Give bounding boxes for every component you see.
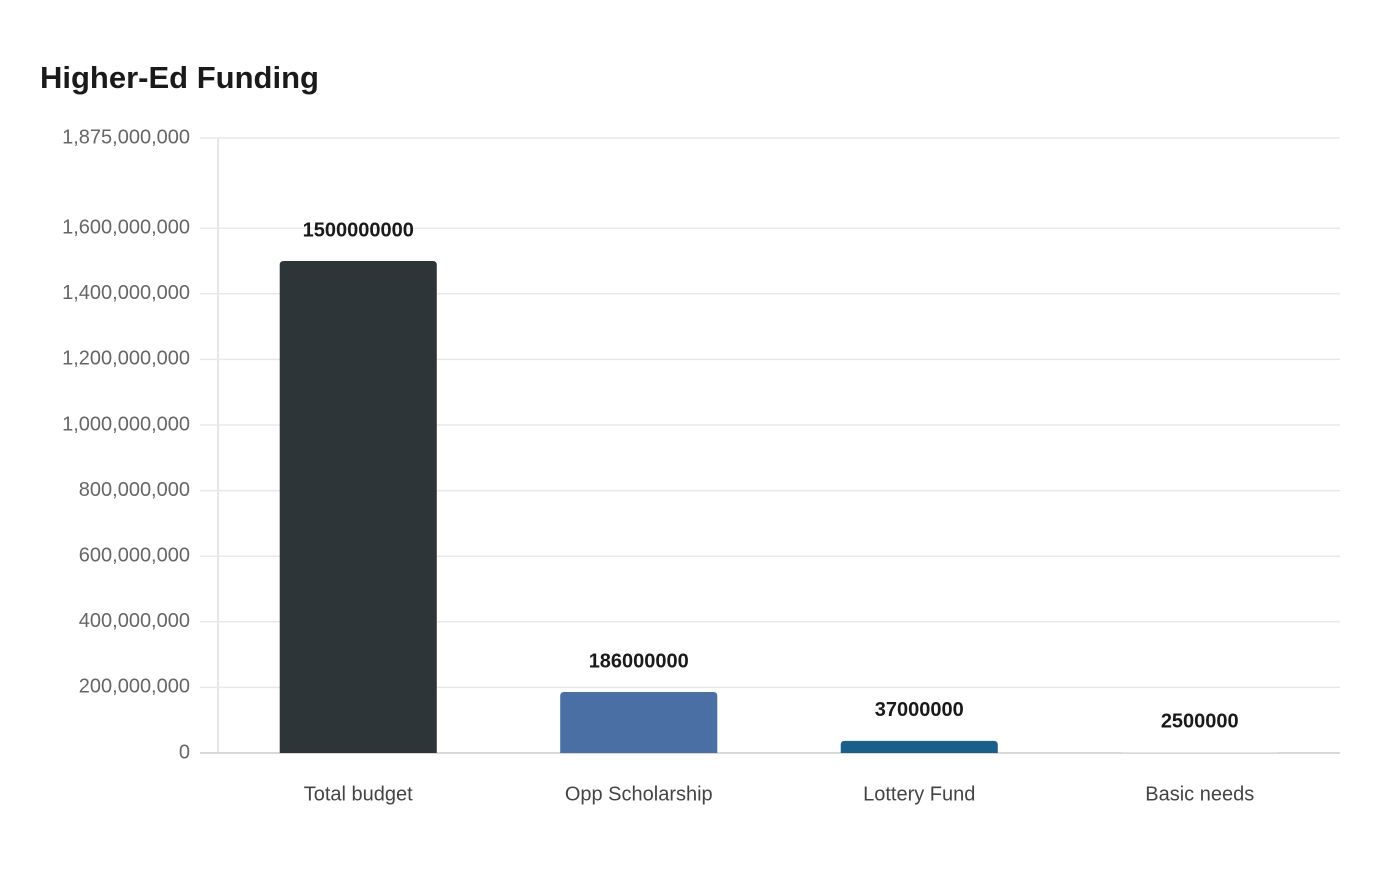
- y-tick-label: 600,000,000: [79, 544, 190, 566]
- y-tick-label: 200,000,000: [79, 676, 190, 698]
- y-tick-label: 800,000,000: [79, 479, 190, 501]
- bar: [560, 691, 718, 753]
- bar: [840, 740, 998, 753]
- y-tick-label: 400,000,000: [79, 610, 190, 632]
- y-tick-label: 0: [179, 741, 190, 763]
- x-tick-label: Opp Scholarship: [565, 783, 713, 805]
- value-label: 186000000: [589, 650, 689, 672]
- y-tick-label: 1,400,000,000: [62, 282, 190, 304]
- value-label: 1500000000: [303, 219, 414, 241]
- x-tick-label: Basic needs: [1145, 783, 1254, 805]
- value-label: 37000000: [875, 699, 964, 721]
- y-tick-label: 1,600,000,000: [62, 216, 190, 238]
- bar: [279, 261, 437, 753]
- y-tick-label: 1,875,000,000: [62, 126, 190, 148]
- chart-title: Higher-Ed Funding: [40, 60, 319, 95]
- x-tick-label: Total budget: [304, 783, 413, 805]
- bar: [1121, 752, 1279, 753]
- x-tick-label: Lottery Fund: [863, 783, 975, 805]
- y-tick-label: 1,000,000,000: [62, 413, 190, 435]
- value-label: 2500000: [1161, 710, 1239, 732]
- y-tick-label: 1,200,000,000: [62, 348, 190, 370]
